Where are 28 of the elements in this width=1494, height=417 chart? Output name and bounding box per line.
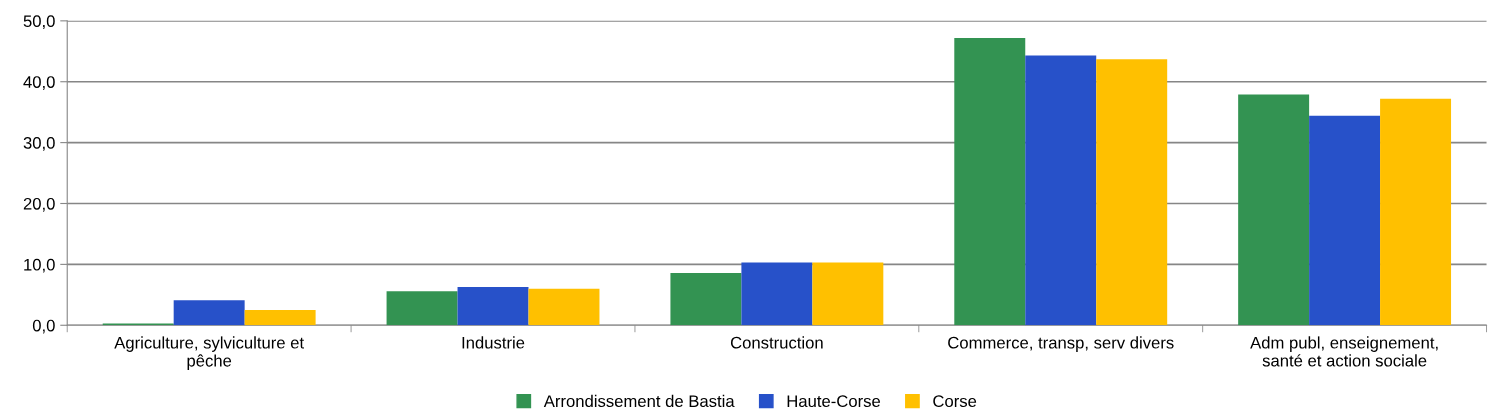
bar	[1309, 115, 1381, 326]
bar	[1025, 55, 1097, 326]
x-tick-label: Agriculture, sylviculture et pêche	[114, 336, 304, 370]
bar	[670, 272, 742, 326]
x-tick-label: Commerce, transp, serv divers	[948, 336, 1174, 352]
legend-label: Arrondissement de Bastia	[543, 394, 735, 408]
legend-label: Haute-Corse	[787, 395, 881, 408]
y-tick-label: 30,0	[23, 137, 55, 151]
bar	[741, 262, 813, 326]
bar	[1238, 94, 1310, 326]
bar	[812, 262, 884, 326]
bar	[954, 37, 1026, 326]
x-tick-label: Adm publ, enseignement, santé et action sociale	[1250, 336, 1438, 367]
y-tick-label: 50,0	[23, 15, 55, 30]
bar	[244, 310, 316, 326]
bar	[173, 300, 245, 326]
bar	[457, 286, 529, 326]
bar	[1380, 98, 1452, 326]
y-tick-label: 10,0	[24, 258, 55, 273]
bar	[528, 288, 600, 326]
x-tick-label: Industrie	[462, 336, 525, 349]
y-tick-label: 20,0	[23, 197, 55, 212]
bar	[386, 291, 458, 326]
bar	[1096, 59, 1168, 326]
x-tick-label: Construction	[730, 336, 823, 349]
legend-label: Corse	[933, 395, 977, 408]
y-tick-label: 0,0	[32, 319, 55, 334]
y-tick-label: 40,0	[23, 76, 55, 90]
